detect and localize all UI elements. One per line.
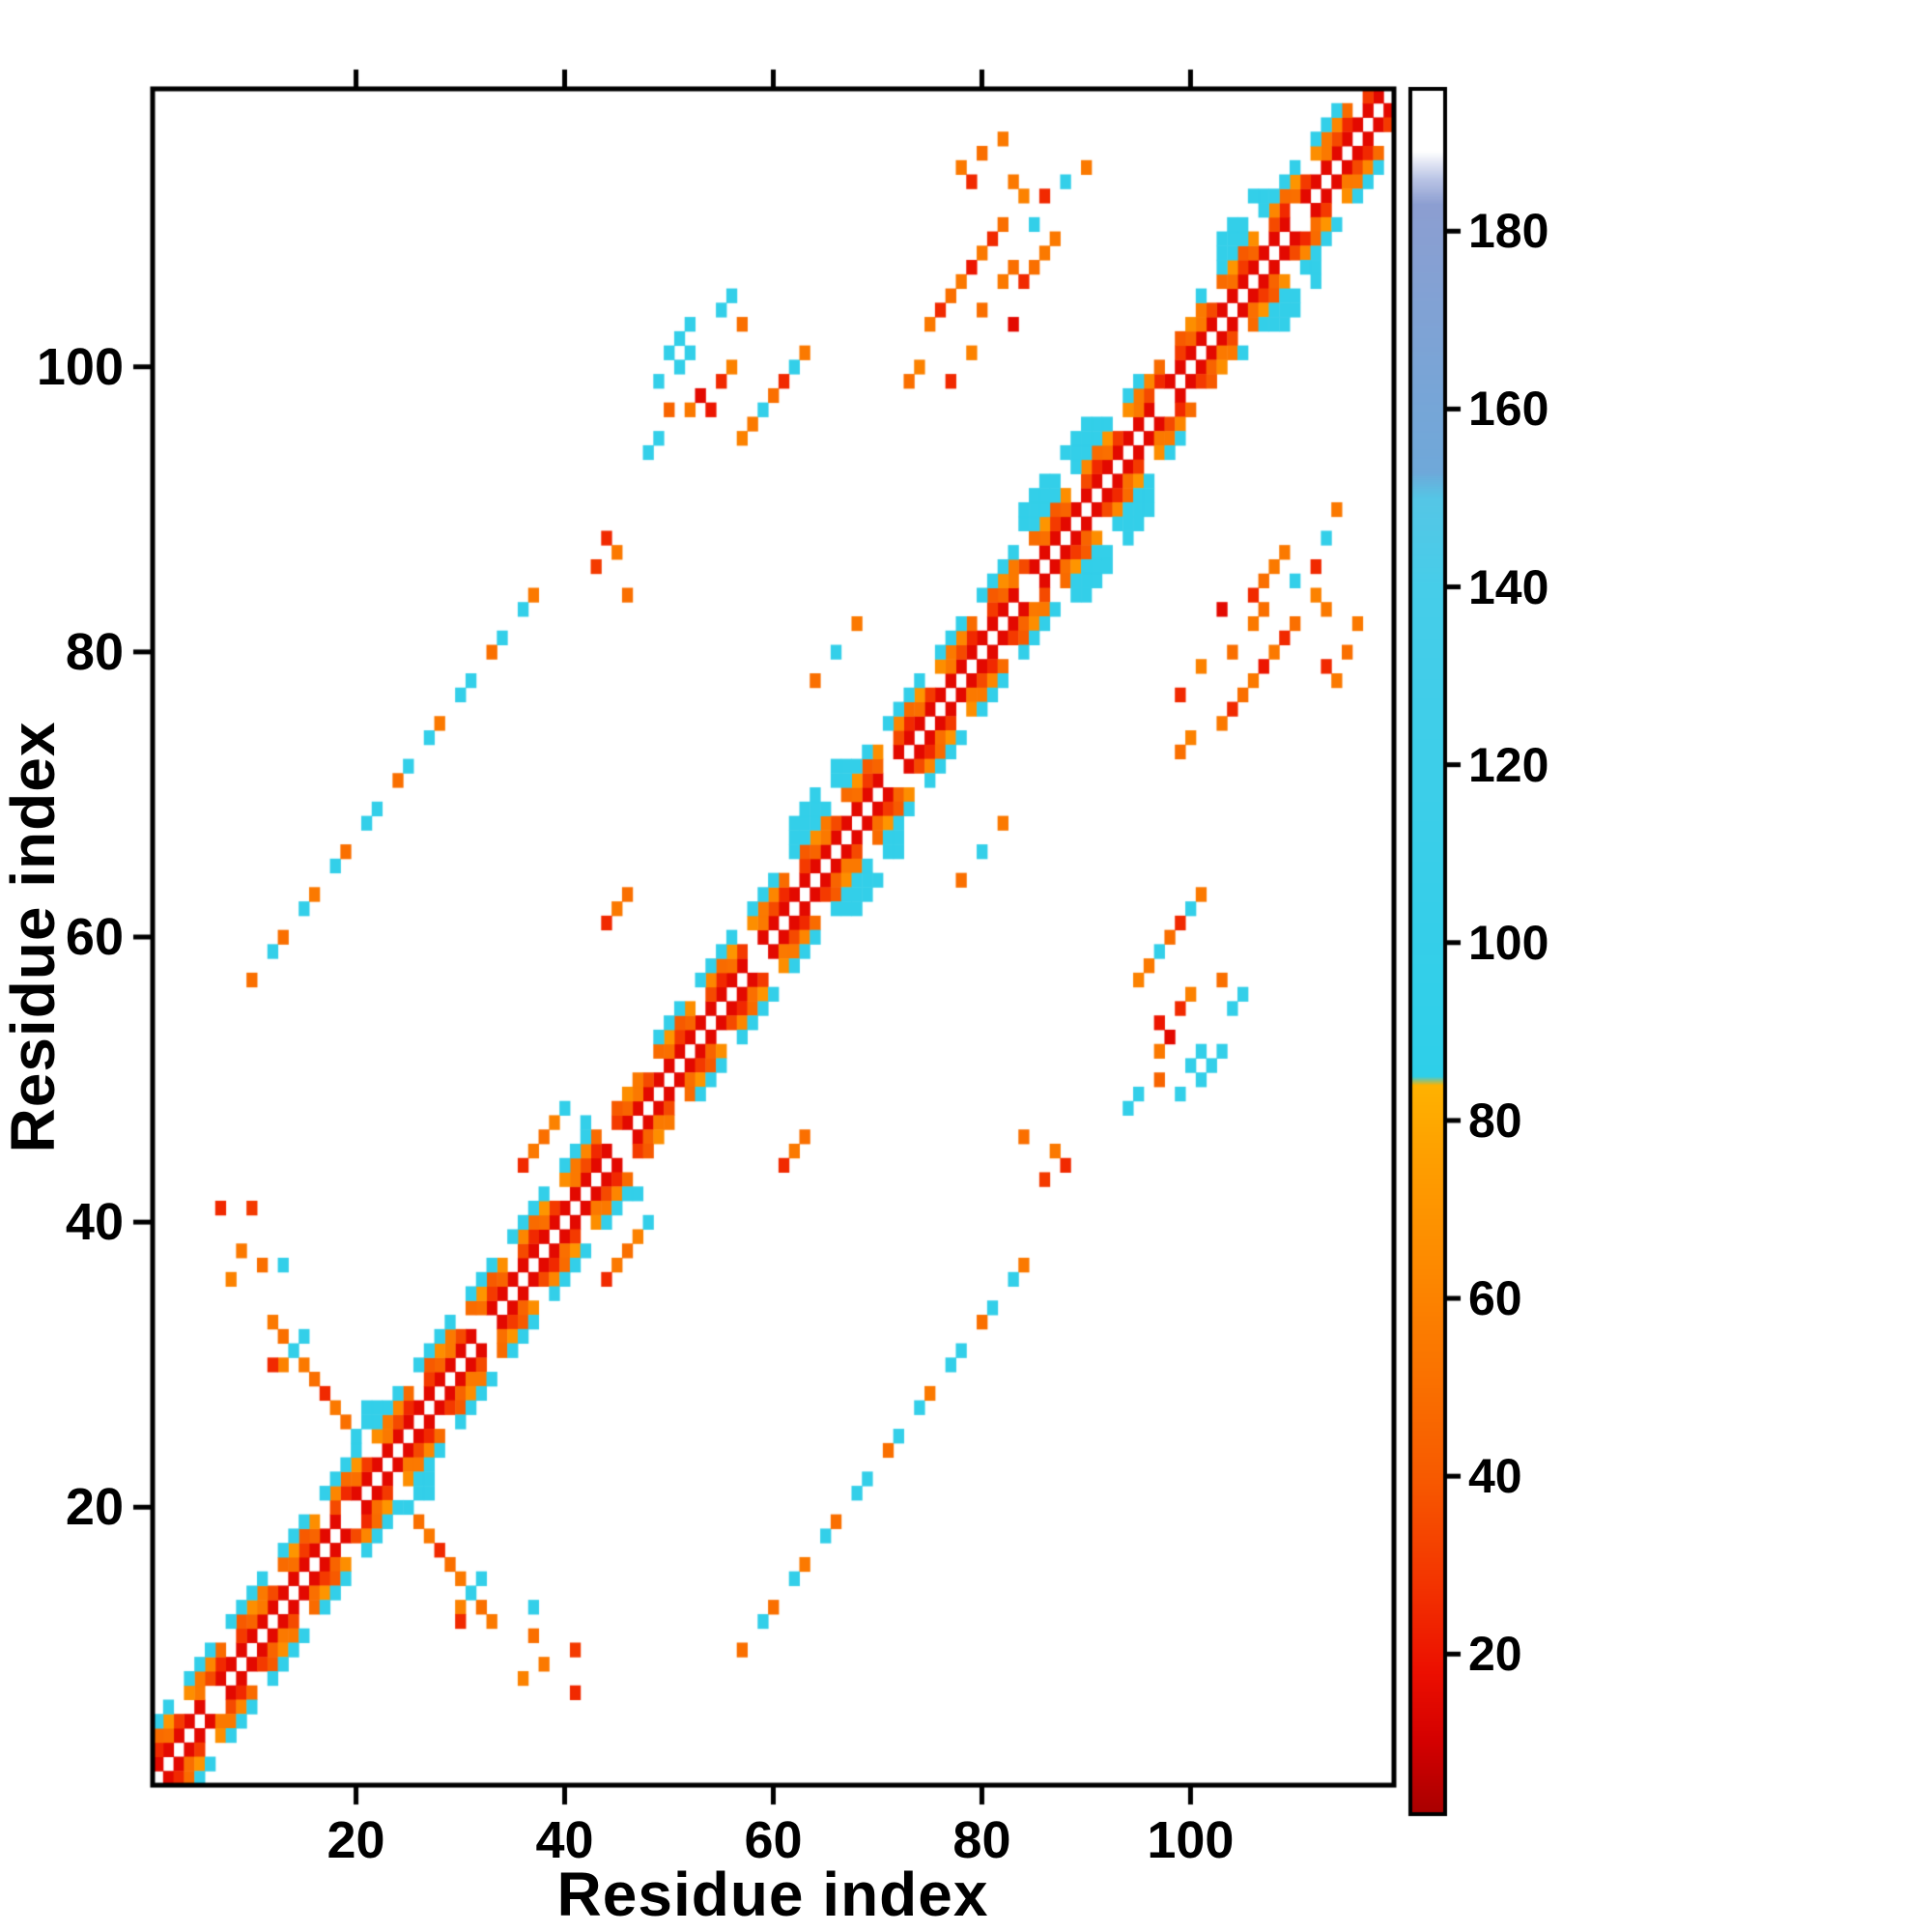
colorbar-tick-label: 180 — [1468, 204, 1549, 259]
y-tick-label: 80 — [65, 622, 124, 681]
x-tick-label: 60 — [744, 1811, 803, 1869]
x-tick-label: 20 — [327, 1811, 385, 1869]
colorbar-tick-label: 40 — [1468, 1449, 1522, 1504]
x-tick-label: 100 — [1147, 1811, 1235, 1869]
x-tick-label: 80 — [952, 1811, 1011, 1869]
colorbar-tick-label: 60 — [1468, 1271, 1522, 1326]
y-tick-label: 100 — [36, 337, 124, 396]
colorbar-tick-label: 120 — [1468, 737, 1549, 792]
colorbar-tick-label: 160 — [1468, 382, 1549, 437]
y-axis-label: Residue index — [0, 721, 68, 1153]
colorbar-tick-label: 100 — [1468, 915, 1549, 970]
x-tick-label: 40 — [535, 1811, 594, 1869]
colorbar-tick-label: 20 — [1468, 1627, 1522, 1682]
y-tick-label: 20 — [65, 1478, 124, 1537]
y-tick-label: 40 — [65, 1193, 124, 1252]
colorbar-tick-label: 80 — [1468, 1093, 1522, 1148]
colorbar-tick-label: 140 — [1468, 559, 1549, 614]
x-axis-label: Residue index — [556, 1860, 989, 1929]
y-tick-label: 60 — [65, 908, 124, 966]
